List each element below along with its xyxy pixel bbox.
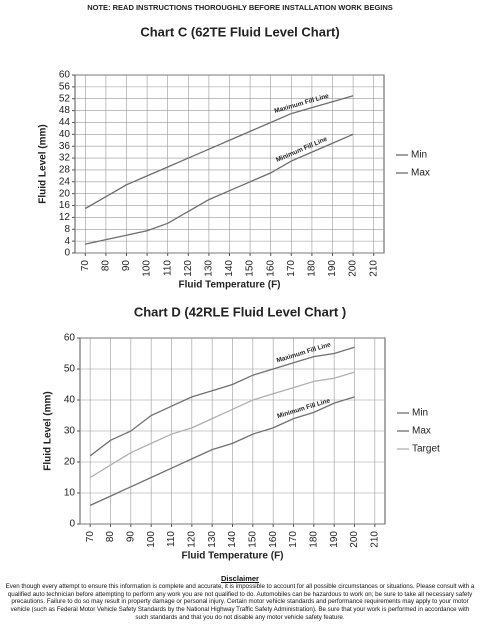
x-tick-label: 90: [121, 260, 132, 272]
charts: NOTE: READ INSTRUCTIONS THOROUGHLY BEFOR…: [38, 3, 440, 562]
y-tick-label: 50: [64, 364, 76, 375]
y-tick-label: 12: [59, 212, 71, 223]
series-line: [89, 346, 355, 457]
x-tick-label: 110: [166, 531, 177, 547]
x-tick-label: 160: [268, 531, 279, 548]
x-tick-label: 140: [227, 531, 238, 548]
annotation: Maximum Fill Line: [274, 93, 330, 115]
x-tick-label: 120: [183, 260, 194, 277]
series-line: [84, 95, 354, 210]
series-line: [89, 396, 355, 506]
y-tick-label: 48: [59, 105, 71, 116]
x-tick-label: 190: [327, 260, 338, 277]
chart-title: Chart D (42RLE Fluid Level Chart ): [134, 304, 346, 319]
y-tick-label: 40: [64, 395, 76, 406]
y-tick-label: 24: [59, 176, 71, 187]
x-tick-label: 130: [207, 531, 218, 548]
y-tick-label: 4: [64, 236, 70, 247]
x-axis-label: Fluid Temperature (F): [181, 551, 283, 562]
series-line: [89, 371, 355, 479]
annotation: Minimum Fill Line: [275, 136, 329, 164]
x-tick-label: 100: [146, 531, 157, 548]
series-line: [85, 133, 354, 245]
x-axis-label: Fluid Temperature (F): [178, 280, 280, 291]
x-tick-label: 110: [162, 260, 173, 276]
disclaimer-text: Even though every attempt to ensure this…: [5, 583, 475, 621]
x-tick-label: 140: [224, 260, 235, 277]
x-tick-label: 70: [85, 531, 96, 543]
disclaimer-title: Disclaimer: [221, 574, 259, 583]
y-tick-label: 20: [64, 457, 76, 468]
y-tick-label: 60: [64, 333, 76, 344]
x-tick-label: 70: [80, 260, 91, 272]
x-tick-label: 200: [348, 260, 359, 277]
y-tick-label: 52: [59, 93, 71, 104]
y-tick-label: 8: [64, 224, 70, 235]
y-axis-label: Fluid Level (mm): [38, 124, 49, 203]
y-tick-label: 44: [59, 117, 71, 128]
x-tick-label: 150: [247, 531, 258, 548]
x-tick-label: 180: [308, 531, 319, 548]
legend-label: Min: [411, 150, 427, 161]
legend-label: Target: [412, 444, 440, 455]
x-tick-label: 210: [369, 531, 380, 548]
y-tick-label: 56: [59, 82, 71, 93]
y-tick-label: 36: [59, 141, 71, 152]
y-tick-label: 60: [59, 70, 71, 81]
y-tick-label: 10: [64, 488, 76, 499]
x-tick-label: 170: [288, 531, 299, 548]
y-axis-label: Fluid Level (mm): [43, 391, 54, 470]
x-tick-label: 130: [204, 260, 215, 277]
y-tick-label: 0: [64, 248, 70, 259]
y-tick-label: 30: [64, 426, 76, 437]
y-tick-label: 32: [59, 153, 71, 164]
x-tick-label: 100: [142, 260, 153, 277]
y-tick-label: 16: [59, 200, 71, 211]
x-tick-label: 170: [286, 260, 297, 277]
legend-label: Max: [411, 168, 430, 179]
y-tick-label: 28: [59, 165, 71, 176]
chart-title: Chart C (62TE Fluid Level Chart): [140, 24, 339, 39]
x-tick-label: 190: [329, 531, 340, 548]
legend-label: Min: [412, 408, 428, 419]
y-tick-label: 40: [59, 129, 71, 140]
note: NOTE: READ INSTRUCTIONS THOROUGHLY BEFOR…: [87, 3, 393, 12]
x-tick-label: 210: [368, 260, 379, 277]
disclaimer: Disclaimer Even though every attempt to …: [4, 574, 476, 622]
legend-label: Max: [412, 426, 431, 437]
x-tick-label: 80: [101, 260, 112, 272]
annotation: Maximum Fill Line: [276, 341, 332, 364]
x-tick-label: 200: [349, 531, 360, 548]
x-tick-label: 150: [245, 260, 256, 277]
x-tick-label: 180: [307, 260, 318, 277]
y-tick-label: 20: [59, 188, 71, 199]
x-tick-label: 160: [265, 260, 276, 277]
y-tick-label: 0: [69, 519, 75, 530]
x-tick-label: 80: [105, 531, 116, 543]
x-tick-label: 120: [186, 531, 197, 548]
x-tick-label: 90: [125, 531, 136, 543]
